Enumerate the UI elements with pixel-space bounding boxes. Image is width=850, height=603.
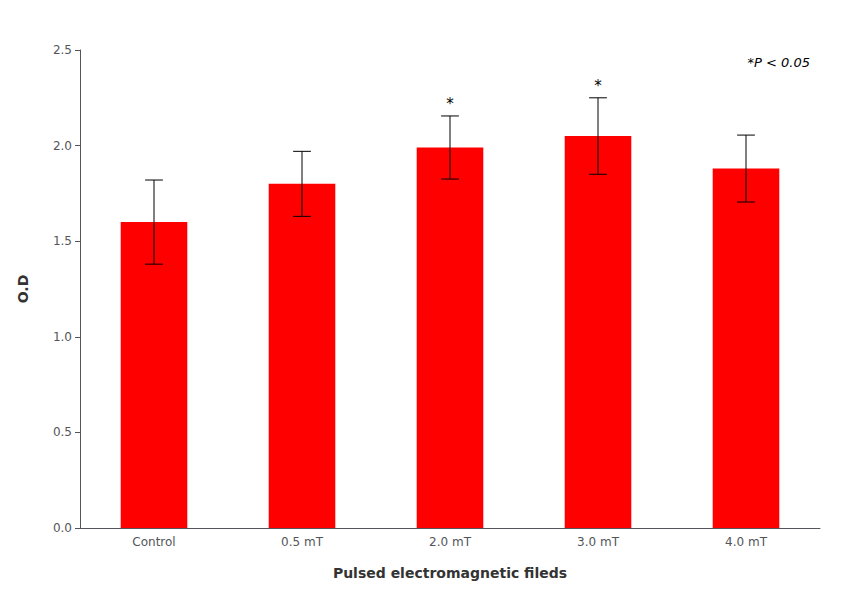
svg-text:0.5: 0.5	[53, 425, 72, 439]
svg-text:0.0: 0.0	[53, 521, 72, 535]
svg-text:3.0 mT: 3.0 mT	[577, 535, 620, 549]
svg-text:Control: Control	[132, 535, 175, 549]
svg-text:4.0 mT: 4.0 mT	[725, 535, 768, 549]
svg-text:*P < 0.05: *P < 0.05	[748, 55, 810, 70]
svg-text:0.5 mT: 0.5 mT	[281, 535, 324, 549]
svg-text:Pulsed electromagnetic fileds: Pulsed electromagnetic fileds	[333, 565, 567, 581]
svg-text:1.5: 1.5	[53, 234, 72, 248]
svg-text:1.0: 1.0	[53, 330, 72, 344]
svg-text:2.0 mT: 2.0 mT	[429, 535, 472, 549]
svg-text:2.0: 2.0	[53, 139, 72, 153]
svg-text:*: *	[594, 77, 602, 95]
svg-text:O.D: O.D	[15, 275, 31, 304]
svg-text:2.5: 2.5	[53, 43, 72, 57]
svg-text:*: *	[446, 95, 454, 113]
